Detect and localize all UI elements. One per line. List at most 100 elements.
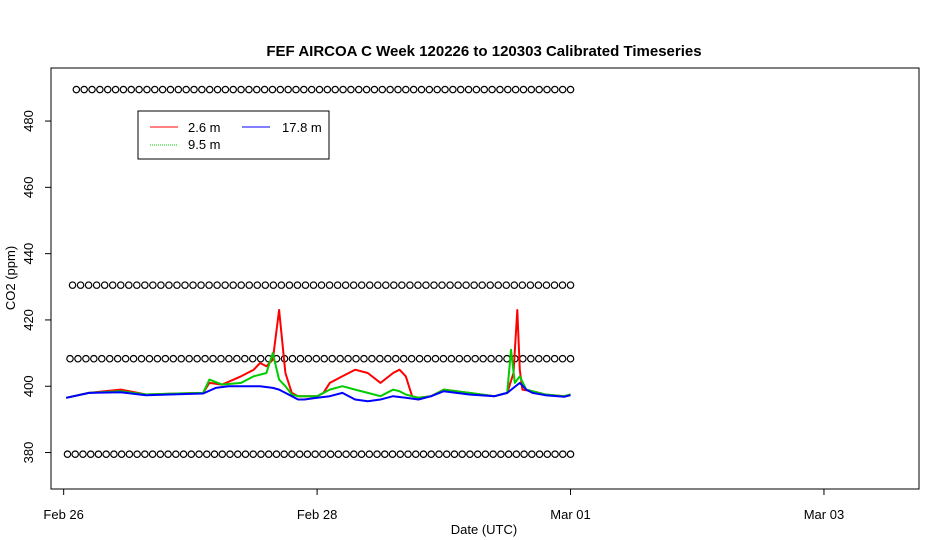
marker-point	[182, 85, 190, 94]
marker-point	[339, 85, 347, 94]
marker-point	[558, 85, 567, 94]
marker-point	[264, 450, 273, 458]
marker-point	[386, 85, 394, 94]
marker-point	[293, 281, 302, 289]
marker-point	[295, 450, 304, 458]
marker-point	[226, 450, 234, 458]
x-tick-label: Feb 28	[297, 507, 337, 522]
marker-point	[510, 281, 519, 289]
marker-point	[124, 281, 133, 289]
marker-point	[63, 450, 72, 458]
marker-point	[233, 450, 242, 458]
marker-point	[304, 354, 313, 363]
marker-point	[116, 281, 125, 289]
marker-point	[165, 281, 173, 289]
marker-point	[198, 85, 206, 94]
marker-point	[471, 354, 479, 363]
x-tick-label: Mar 03	[804, 507, 844, 522]
marker-point	[526, 281, 535, 289]
marker-point	[66, 354, 74, 363]
marker-point	[277, 281, 286, 289]
marker-point	[354, 85, 363, 94]
marker-point	[276, 85, 285, 94]
marker-point	[478, 281, 486, 289]
marker-point	[350, 450, 358, 458]
marker-point	[197, 281, 205, 289]
marker-point	[229, 85, 238, 94]
marker-point	[489, 450, 497, 458]
marker-point	[225, 354, 233, 363]
marker-point	[527, 85, 536, 94]
marker-point	[229, 281, 237, 289]
marker-point	[458, 450, 466, 458]
plot-frame	[50, 67, 920, 490]
marker-point	[441, 85, 449, 94]
marker-point	[158, 85, 167, 94]
marker-point	[240, 354, 249, 363]
marker-point	[76, 281, 85, 289]
marker-point	[496, 85, 504, 94]
legend: 2.6 m 9.5 m 17.8 m	[137, 110, 330, 160]
marker-point	[566, 281, 575, 289]
marker-point	[307, 85, 316, 94]
x-tick-label: Feb 26	[43, 507, 83, 522]
marker-point	[464, 85, 473, 94]
marker-point	[190, 85, 198, 94]
marker-point	[527, 354, 535, 363]
marker-point	[503, 85, 512, 94]
marker-point	[217, 354, 225, 363]
marker-point	[431, 354, 440, 363]
marker-point	[384, 354, 392, 363]
marker-point	[189, 281, 197, 289]
marker-point	[402, 85, 410, 94]
marker-point	[344, 354, 352, 363]
marker-point	[172, 450, 180, 458]
marker-point	[252, 85, 261, 94]
legend-label-9-5m: 9.5 m	[188, 137, 221, 152]
marker-point	[414, 281, 422, 289]
marker-point	[103, 85, 112, 94]
marker-point	[110, 450, 118, 458]
marker-point	[248, 354, 257, 363]
marker-point	[373, 281, 382, 289]
marker-point	[323, 85, 332, 94]
marker-point	[177, 354, 186, 363]
marker-point	[312, 354, 321, 363]
marker-point	[370, 85, 379, 94]
marker-point	[285, 281, 294, 289]
marker-point	[390, 281, 398, 289]
marker-point	[97, 354, 106, 363]
marker-point	[463, 354, 472, 363]
x-axis-label: Date (UTC)	[451, 522, 517, 537]
marker-point	[90, 354, 98, 363]
marker-point	[535, 450, 544, 458]
x-axis: Feb 26 Feb 28 Mar 01 Mar 03	[43, 489, 844, 522]
marker-point	[96, 85, 104, 94]
marker-point	[256, 354, 265, 363]
marker-point	[494, 281, 503, 289]
y-tick-label: 480	[21, 110, 36, 132]
marker-point	[342, 450, 350, 458]
marker-point	[409, 85, 418, 94]
y-tick-label: 440	[21, 243, 36, 265]
legend-box	[137, 110, 330, 160]
marker-point	[179, 450, 188, 458]
marker-point	[341, 281, 350, 289]
marker-point	[376, 354, 384, 363]
series-line	[65, 309, 571, 399]
marker-point	[195, 450, 203, 458]
marker-point	[156, 450, 165, 458]
marker-point	[301, 281, 310, 289]
marker-point	[241, 450, 250, 458]
marker-point	[280, 450, 288, 458]
marker-point	[213, 85, 222, 94]
marker-point	[245, 85, 253, 94]
series-lines	[65, 309, 571, 403]
marker-point	[133, 450, 141, 458]
marker-point	[399, 354, 408, 363]
marker-point	[149, 281, 157, 289]
marker-point	[334, 450, 343, 458]
marker-point	[117, 450, 126, 458]
marker-point	[430, 281, 438, 289]
marker-point	[435, 450, 443, 458]
